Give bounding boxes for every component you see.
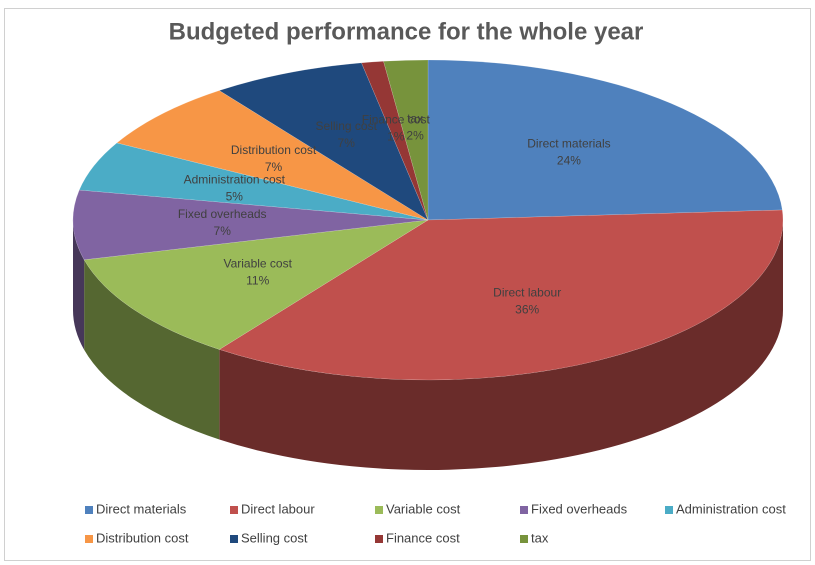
pie-side	[73, 220, 85, 350]
legend-label: Selling cost	[241, 530, 308, 545]
legend-label: Distribution cost	[96, 530, 189, 545]
pie-side	[219, 220, 783, 470]
pie-side	[84, 259, 220, 440]
legend-label: Fixed overheads	[531, 501, 628, 516]
slice-label: tax	[407, 112, 423, 126]
legend-swatch	[230, 506, 238, 514]
pie-slice	[361, 61, 429, 221]
legend-label: Finance cost	[386, 530, 460, 545]
legend-swatch	[230, 535, 238, 543]
slice-value: 2%	[406, 129, 424, 143]
legend-swatch	[85, 506, 93, 514]
slice-label: Administration cost	[184, 173, 286, 187]
pie-slice	[78, 142, 429, 221]
slice-label: Finance cost	[362, 113, 431, 127]
pie-slice	[83, 219, 429, 350]
slice-value: 36%	[515, 302, 539, 316]
slice-value: 24%	[557, 154, 581, 168]
slice-label: Distribution cost	[231, 143, 317, 157]
chart-title: Budgeted performance for the whole year	[169, 18, 644, 45]
slice-label: Variable cost	[223, 256, 292, 270]
pie-slice	[218, 62, 429, 221]
slice-value: 1%	[387, 130, 405, 144]
slice-value: 11%	[246, 273, 269, 287]
legend-label: Variable cost	[386, 501, 461, 516]
legend-swatch	[375, 535, 383, 543]
slice-label: Selling cost	[316, 119, 378, 133]
pie-slice	[218, 209, 784, 381]
slice-label: Fixed overheads	[178, 207, 267, 221]
slice-value: 7%	[265, 160, 283, 174]
legend-label: tax	[531, 530, 549, 545]
legend-swatch	[375, 506, 383, 514]
slice-label: Direct materials	[527, 137, 610, 151]
slice-label: Direct labour	[493, 285, 561, 299]
legend-label: Direct materials	[96, 501, 187, 516]
pie-slice	[427, 59, 783, 221]
legend-swatch	[520, 506, 528, 514]
legend-label: Administration cost	[676, 501, 786, 516]
slice-value: 5%	[226, 190, 244, 204]
legend-swatch	[85, 535, 93, 543]
legend-swatch	[520, 535, 528, 543]
legend-swatch	[665, 506, 673, 514]
pie-slice	[72, 189, 429, 261]
pie-slice	[116, 90, 429, 221]
slice-value: 7%	[214, 224, 232, 238]
pie-slice	[383, 59, 429, 221]
legend-label: Direct labour	[241, 501, 315, 516]
slice-value: 7%	[338, 136, 356, 150]
